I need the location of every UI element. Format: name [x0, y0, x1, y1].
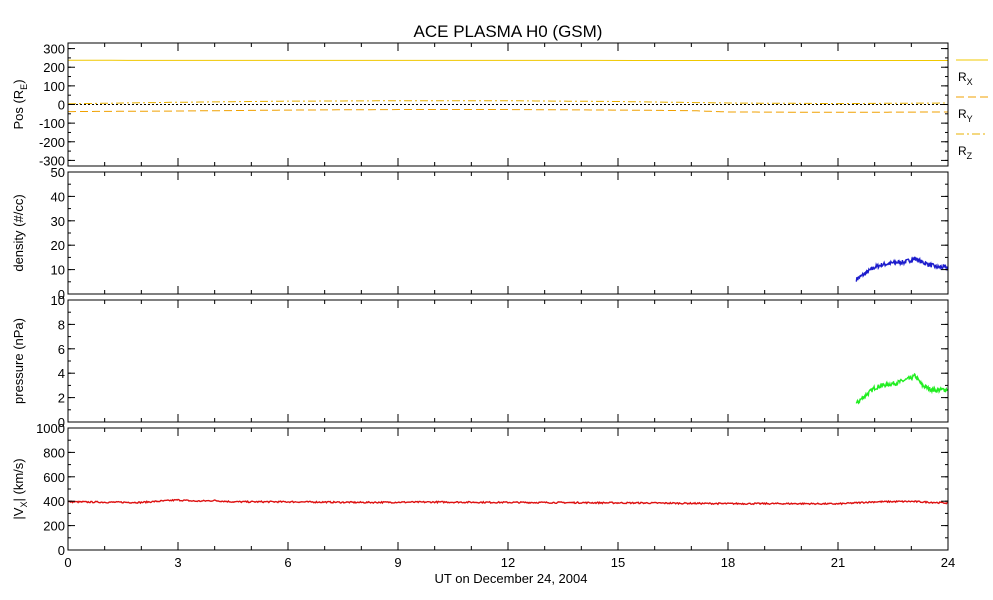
- y-tick-label: -100: [39, 116, 65, 131]
- y-tick-label: 0: [58, 415, 65, 430]
- x-tick-label: 18: [721, 555, 735, 570]
- velocity-panel: 1000 800 600 400 200 0 |VX​| (km/s): [11, 421, 949, 558]
- y-tick-label: 10: [51, 293, 65, 308]
- y-tick-label: 10: [51, 263, 65, 278]
- pressure-series-line: [855, 372, 949, 405]
- y-axis-label: |VX​| (km/s): [11, 458, 29, 519]
- x-tick-labels: 0 3 6 9 12 15 18 21 24: [64, 555, 955, 570]
- plot-frame: [67, 427, 949, 551]
- x-tick-label: 9: [394, 555, 401, 570]
- x-tick-label: 0: [64, 555, 71, 570]
- x-tick-label: 15: [611, 555, 625, 570]
- y-tick-label: 200: [43, 519, 65, 534]
- y-tick-label: 100: [43, 79, 65, 94]
- y-tick-label: 0: [58, 98, 65, 113]
- y-tick-label: 40: [51, 189, 65, 204]
- y-tick-label: 800: [43, 445, 65, 460]
- y-axis-label: density (#/cc): [11, 194, 26, 271]
- legend-label: RZ​: [958, 144, 973, 161]
- legend-label: RX​: [958, 70, 973, 87]
- y-tick-label: 1000: [36, 421, 65, 436]
- y-tick-label: 30: [51, 214, 65, 229]
- x-tick-label: 3: [174, 555, 181, 570]
- y-tick-label: 20: [51, 238, 65, 253]
- x-tick-label: 6: [284, 555, 291, 570]
- r-z-series-line: [67, 100, 948, 105]
- y-tick-label: 4: [58, 366, 65, 381]
- x-axis-label: UT on December 24, 2004: [435, 571, 588, 586]
- legend-label: RY​: [958, 107, 973, 124]
- y-tick-label: -300: [39, 153, 65, 168]
- y-tick-label: 400: [43, 494, 65, 509]
- density-panel: 50 40 30 20 10 0 density (#/cc): [11, 165, 949, 302]
- position-legend: RX​ RY​ RZ​: [956, 59, 988, 161]
- pressure-panel: 10 8 6 4 2 0 pressure (nPa): [11, 293, 949, 430]
- y-tick-label: 300: [43, 42, 65, 57]
- velocity-series-line: [68, 498, 949, 506]
- y-axis-label: pressure (nPa): [11, 318, 26, 404]
- y-tick-label: 2: [58, 391, 65, 406]
- y-tick-label: 0: [58, 287, 65, 302]
- density-series-line: [855, 256, 949, 282]
- y-tick-label: 50: [51, 165, 65, 180]
- y-tick-label: 0: [58, 543, 65, 558]
- x-tick-label: 21: [831, 555, 845, 570]
- y-tick-label: 8: [58, 317, 65, 332]
- y-tick-label: 6: [58, 342, 65, 357]
- x-tick-label: 12: [501, 555, 515, 570]
- plot-frame: [67, 171, 949, 295]
- position-panel: 300 200 100 0 -100 -200 -300 Pos (RE​): [11, 42, 949, 168]
- r-y-series-line: [68, 109, 948, 113]
- plot-frame: [67, 299, 949, 423]
- x-tick-label: 24: [941, 555, 955, 570]
- figure-title: ACE PLASMA H0 (GSM): [414, 22, 603, 41]
- y-tick-label: 200: [43, 60, 65, 75]
- y-axis-label: Pos (RE​): [11, 79, 29, 129]
- y-tick-label: 600: [43, 470, 65, 485]
- y-tick-label: -200: [39, 135, 65, 150]
